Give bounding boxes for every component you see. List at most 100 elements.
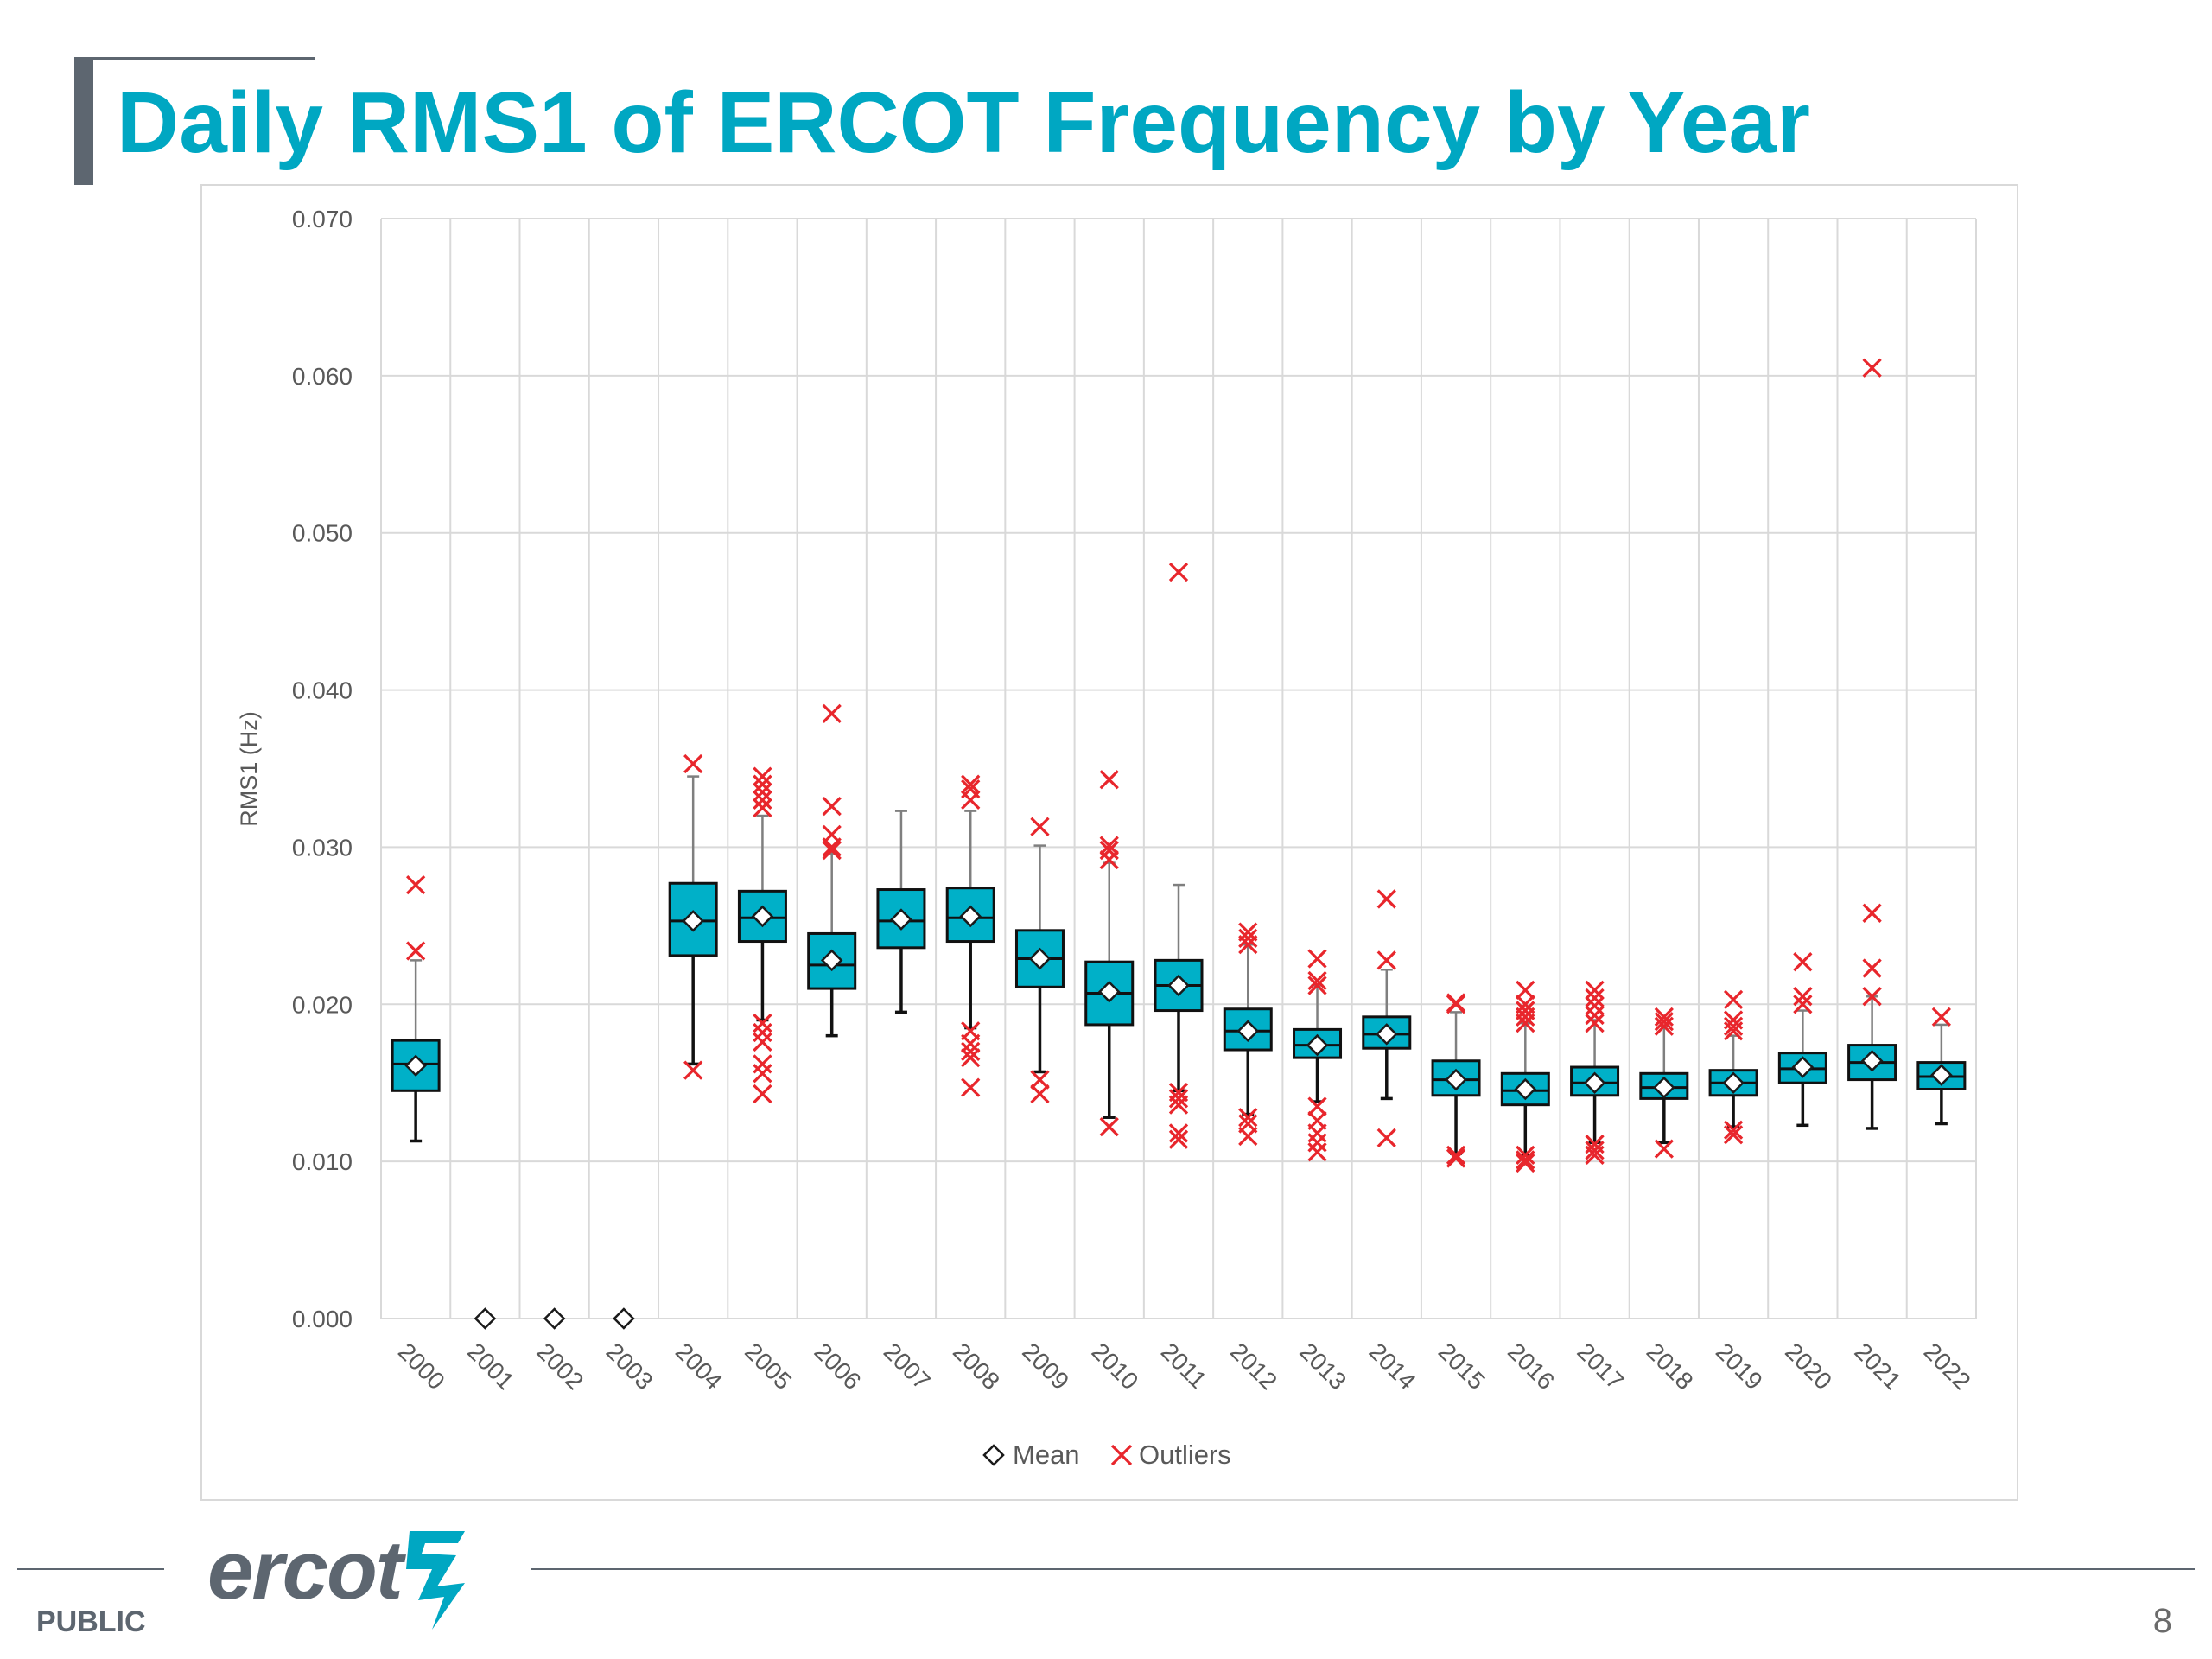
outlier-marker bbox=[1516, 1013, 1535, 1033]
outlier-marker bbox=[1030, 817, 1050, 836]
y-tick-label: 0.010 bbox=[292, 1148, 353, 1175]
outlier-marker bbox=[683, 753, 703, 774]
y-tick-label: 0.040 bbox=[292, 677, 353, 704]
outlier-marker bbox=[1168, 1089, 1189, 1109]
y-tick-label: 0.050 bbox=[292, 520, 353, 547]
chart-frame bbox=[200, 184, 2018, 1501]
outlier-marker bbox=[753, 1032, 772, 1052]
x-tick-label: 2002 bbox=[531, 1338, 588, 1395]
outlier-marker bbox=[1585, 995, 1605, 1016]
outlier-marker bbox=[1307, 1142, 1327, 1162]
y-axis-ticks: 0.000 0.010 0.020 0.030 0.040 0.050 0.060 0.070 bbox=[292, 206, 353, 1332]
outlier-marker bbox=[1238, 1108, 1258, 1128]
legend-mean-marker bbox=[982, 1444, 1005, 1466]
mean-marker bbox=[890, 908, 912, 931]
footer-public-label: PUBLIC bbox=[36, 1605, 146, 1638]
mean-marker bbox=[1236, 1020, 1260, 1042]
title-accent-line bbox=[74, 57, 315, 60]
mean-marker bbox=[959, 905, 982, 928]
outlier-marker bbox=[753, 1022, 772, 1043]
legend-outlier-marker bbox=[1110, 1444, 1133, 1466]
mean-marker bbox=[1860, 1049, 1884, 1072]
outlier-marker bbox=[1238, 928, 1258, 949]
outlier-marker bbox=[961, 1041, 981, 1061]
x-tick-label: 2007 bbox=[879, 1338, 936, 1395]
outlier-marker bbox=[1168, 1123, 1189, 1143]
outlier-marker bbox=[1168, 1129, 1189, 1149]
mean-marker bbox=[751, 905, 774, 928]
outlier-marker bbox=[1168, 1095, 1189, 1115]
outlier-marker bbox=[822, 797, 842, 817]
mean-marker bbox=[1791, 1056, 1815, 1078]
outlier-marker bbox=[1099, 1116, 1119, 1137]
outlier-marker bbox=[1862, 358, 1882, 378]
outlier-marker bbox=[753, 798, 772, 818]
footer-divider-right bbox=[531, 1568, 2195, 1570]
mean-marker bbox=[543, 1307, 566, 1330]
outlier-marker bbox=[1446, 1145, 1466, 1166]
title-accent-bar bbox=[74, 57, 93, 185]
iqr-box bbox=[945, 887, 995, 944]
outlier-marker bbox=[405, 941, 426, 961]
x-tick-label: 2005 bbox=[740, 1338, 797, 1395]
outlier-marker bbox=[961, 774, 981, 794]
outlier-marker bbox=[1030, 1084, 1050, 1104]
outlier-marker bbox=[1307, 1096, 1327, 1116]
outlier-marker bbox=[1516, 1153, 1535, 1173]
outlier-marker bbox=[1238, 935, 1258, 955]
ercot-logo: ercot bbox=[207, 1524, 465, 1630]
outlier-marker bbox=[1099, 849, 1119, 870]
iqr-box bbox=[668, 881, 718, 957]
chart-legend: Mean Outliers bbox=[982, 1440, 1231, 1470]
outlier-marker bbox=[753, 790, 772, 810]
outlier-marker bbox=[1376, 889, 1396, 909]
outlier-marker bbox=[822, 837, 842, 857]
mean-marker bbox=[682, 910, 704, 932]
mean-marker bbox=[1167, 974, 1190, 997]
outlier-marker bbox=[1862, 958, 1882, 978]
outlier-marker bbox=[1862, 903, 1882, 923]
outlier-marker bbox=[1307, 976, 1327, 995]
outlier-marker bbox=[1793, 995, 1813, 1014]
outlier-marker bbox=[822, 703, 842, 723]
x-tick-label: 2019 bbox=[1711, 1338, 1768, 1395]
y-tick-label: 0.030 bbox=[292, 834, 353, 861]
iqr-box bbox=[1223, 1007, 1273, 1052]
outlier-marker bbox=[753, 782, 772, 802]
x-tick-label: 2022 bbox=[1919, 1338, 1976, 1395]
outlier-marker bbox=[1585, 1141, 1605, 1160]
outlier-marker bbox=[961, 1033, 981, 1053]
mean-marker bbox=[474, 1307, 497, 1330]
mean-marker bbox=[1028, 947, 1052, 970]
outlier-marker bbox=[1723, 1016, 1744, 1036]
mean-marker bbox=[1930, 1064, 1953, 1086]
outlier-marker bbox=[1793, 987, 1813, 1007]
outlier-marker bbox=[1446, 1148, 1466, 1168]
legend-mean-label: Mean bbox=[1013, 1440, 1080, 1470]
outlier-marker bbox=[1793, 952, 1813, 972]
legend-outliers-label: Outliers bbox=[1139, 1440, 1231, 1470]
mean-marker bbox=[1653, 1076, 1675, 1099]
outlier-marker bbox=[1446, 995, 1466, 1014]
x-tick-label: 2012 bbox=[1225, 1338, 1282, 1395]
footer-divider-left bbox=[17, 1568, 164, 1570]
x-tick-label: 2001 bbox=[462, 1338, 519, 1395]
outlier-marker bbox=[1723, 1021, 1744, 1041]
x-tick-label: 2008 bbox=[948, 1338, 1005, 1395]
slide-title: Daily RMS1 of ERCOT Frequency by Year bbox=[117, 74, 1810, 171]
outlier-marker bbox=[1516, 1150, 1535, 1170]
outlier-marker bbox=[1099, 836, 1119, 855]
x-tick-label: 2011 bbox=[1156, 1338, 1212, 1394]
mean-marker bbox=[1722, 1071, 1745, 1094]
outlier-marker bbox=[1585, 988, 1605, 1008]
outlier-marker bbox=[1307, 1123, 1327, 1143]
outlier-marker bbox=[1307, 970, 1327, 991]
outlier-marker bbox=[1099, 770, 1119, 790]
box-layer bbox=[391, 358, 1967, 1330]
outlier-marker bbox=[1931, 1007, 1952, 1027]
x-tick-label: 2014 bbox=[1364, 1338, 1421, 1395]
outlier-marker bbox=[1516, 980, 1535, 1001]
x-tick-label: 2009 bbox=[1017, 1338, 1074, 1395]
x-tick-label: 2017 bbox=[1572, 1338, 1629, 1395]
